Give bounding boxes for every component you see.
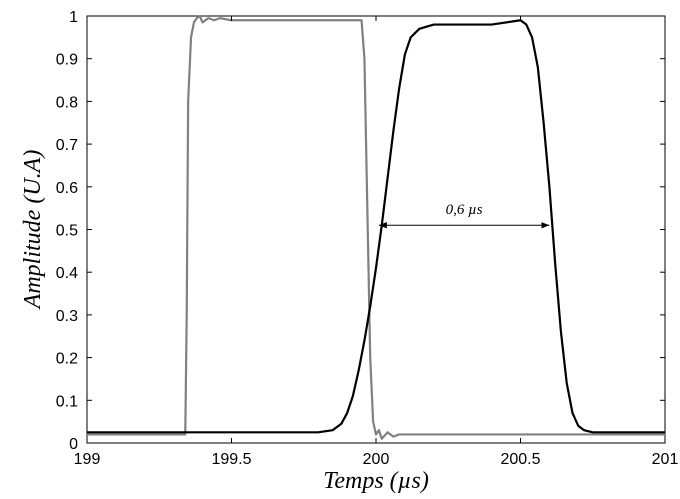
y-tick-label: 0.3 (56, 308, 78, 325)
annotation-label: 0,6 µs (446, 202, 483, 218)
x-axis-title: Temps (µs) (323, 468, 429, 494)
x-tick-label: 200.5 (500, 451, 540, 468)
series-line-1 (87, 14, 665, 440)
y-tick-label: 0.5 (56, 223, 78, 240)
x-tick-label: 199.5 (211, 451, 251, 468)
annotation-layer: 0,6 µs (378, 202, 550, 229)
x-tick-label: 200 (363, 451, 390, 468)
plot-area (86, 15, 666, 444)
ticks-layer: 199 199.5 200 200.5 201 0 0.1 0.2 0.3 0.4 0.5 0.6 0.… (56, 9, 679, 468)
y-tick-label: 0.7 (56, 137, 78, 154)
series-line-2 (87, 19, 665, 434)
y-tick-label: 0.2 (56, 351, 78, 368)
y-tick-label: 0.6 (56, 180, 78, 197)
x-tick-label: 199 (74, 451, 101, 468)
series-layer (87, 14, 665, 440)
y-axis-title: Amplitude (U.A) (20, 150, 46, 311)
y-tick-label: 0.4 (56, 265, 78, 282)
x-tick-label: 201 (652, 451, 679, 468)
y-tick-label: 0.1 (56, 393, 78, 410)
y-tick-label: 1 (69, 9, 78, 26)
y-tick-label: 0.9 (56, 52, 78, 69)
y-tick-label: 0.8 (56, 94, 78, 111)
y-tick-label: 0 (69, 436, 78, 453)
